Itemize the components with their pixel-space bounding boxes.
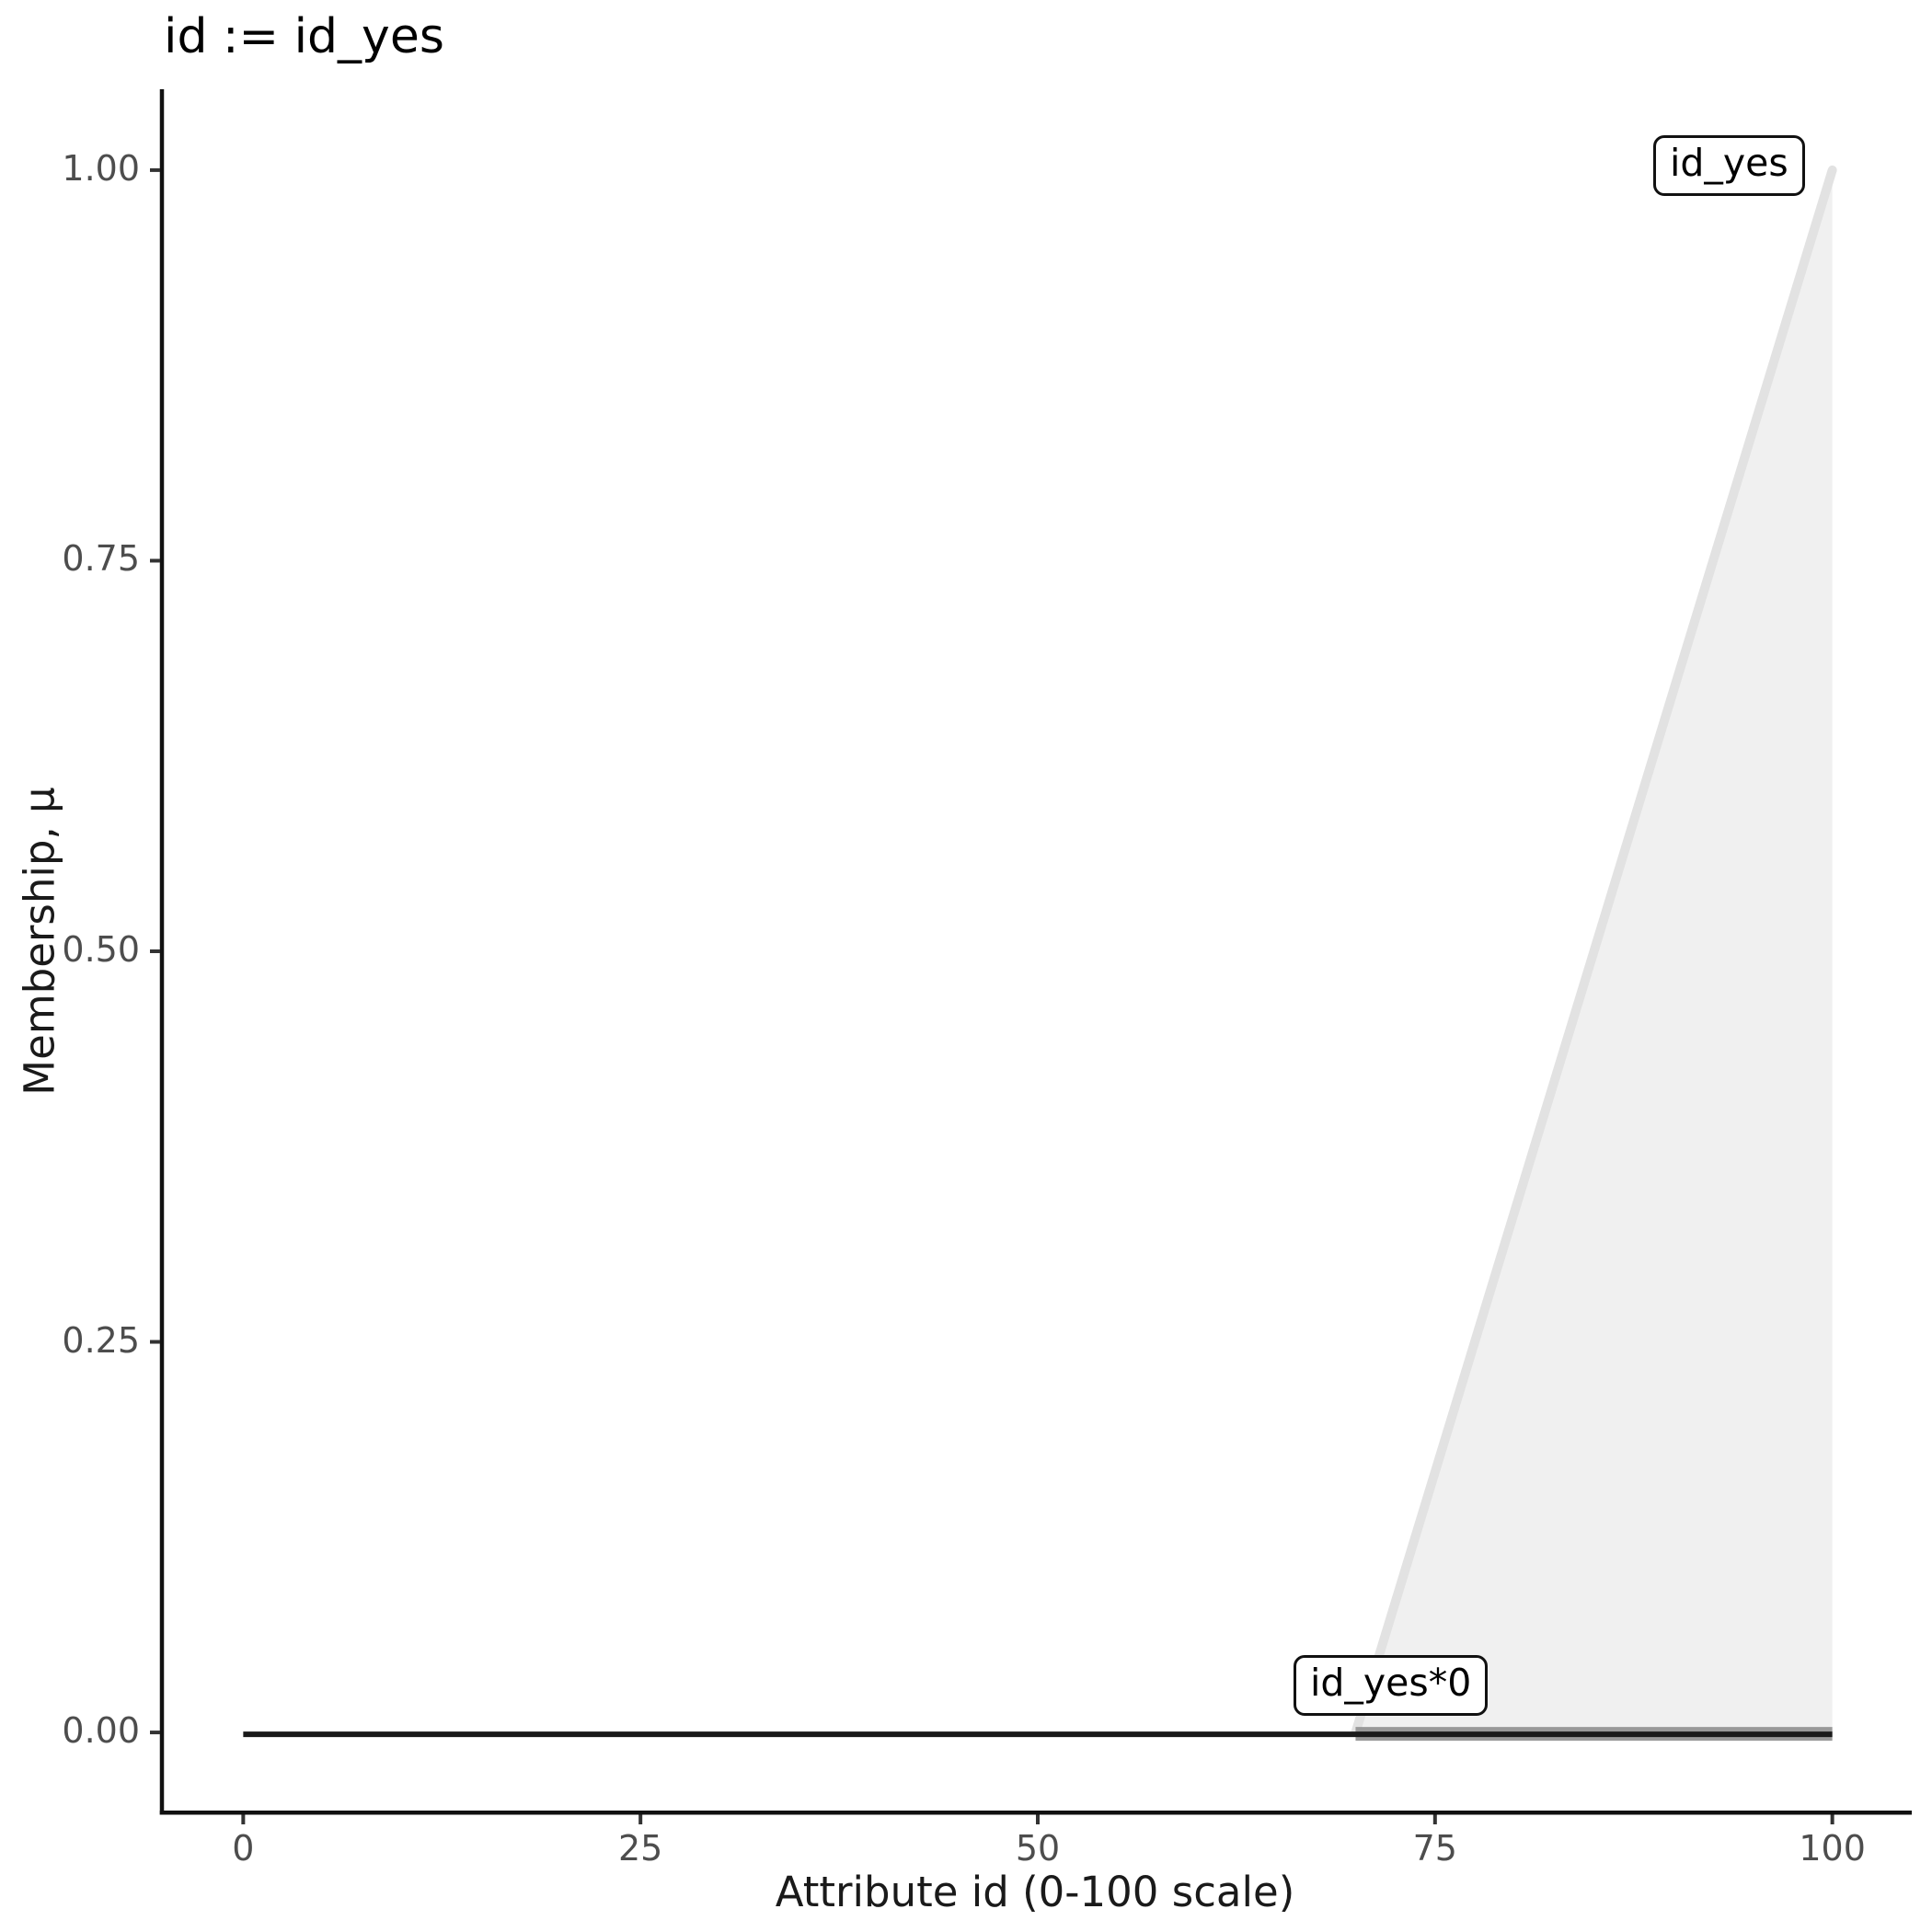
y-tick-label: 0.50 [62, 929, 140, 970]
x-axis-title: Attribute id (0-100 scale) [775, 1868, 1295, 1916]
y-tick-label: 0.75 [62, 538, 140, 580]
x-tick-label: 50 [1015, 1828, 1061, 1869]
x-tick-label: 0 [232, 1828, 255, 1869]
line-id_yes [1351, 165, 1837, 1738]
y-tick-label: 0.00 [62, 1710, 140, 1752]
x-tick-label: 75 [1412, 1828, 1457, 1869]
label-id-yes: id_yes [1653, 135, 1805, 197]
x-tick-label: 25 [617, 1828, 663, 1869]
label-id-yes-times-0: id_yes*0 [1294, 1655, 1489, 1717]
y-tick-label: 0.25 [62, 1319, 140, 1361]
x-tick-label: 100 [1799, 1828, 1866, 1869]
y-tick-label: 1.00 [62, 147, 140, 189]
plot-title: id := id_yes [164, 9, 444, 64]
